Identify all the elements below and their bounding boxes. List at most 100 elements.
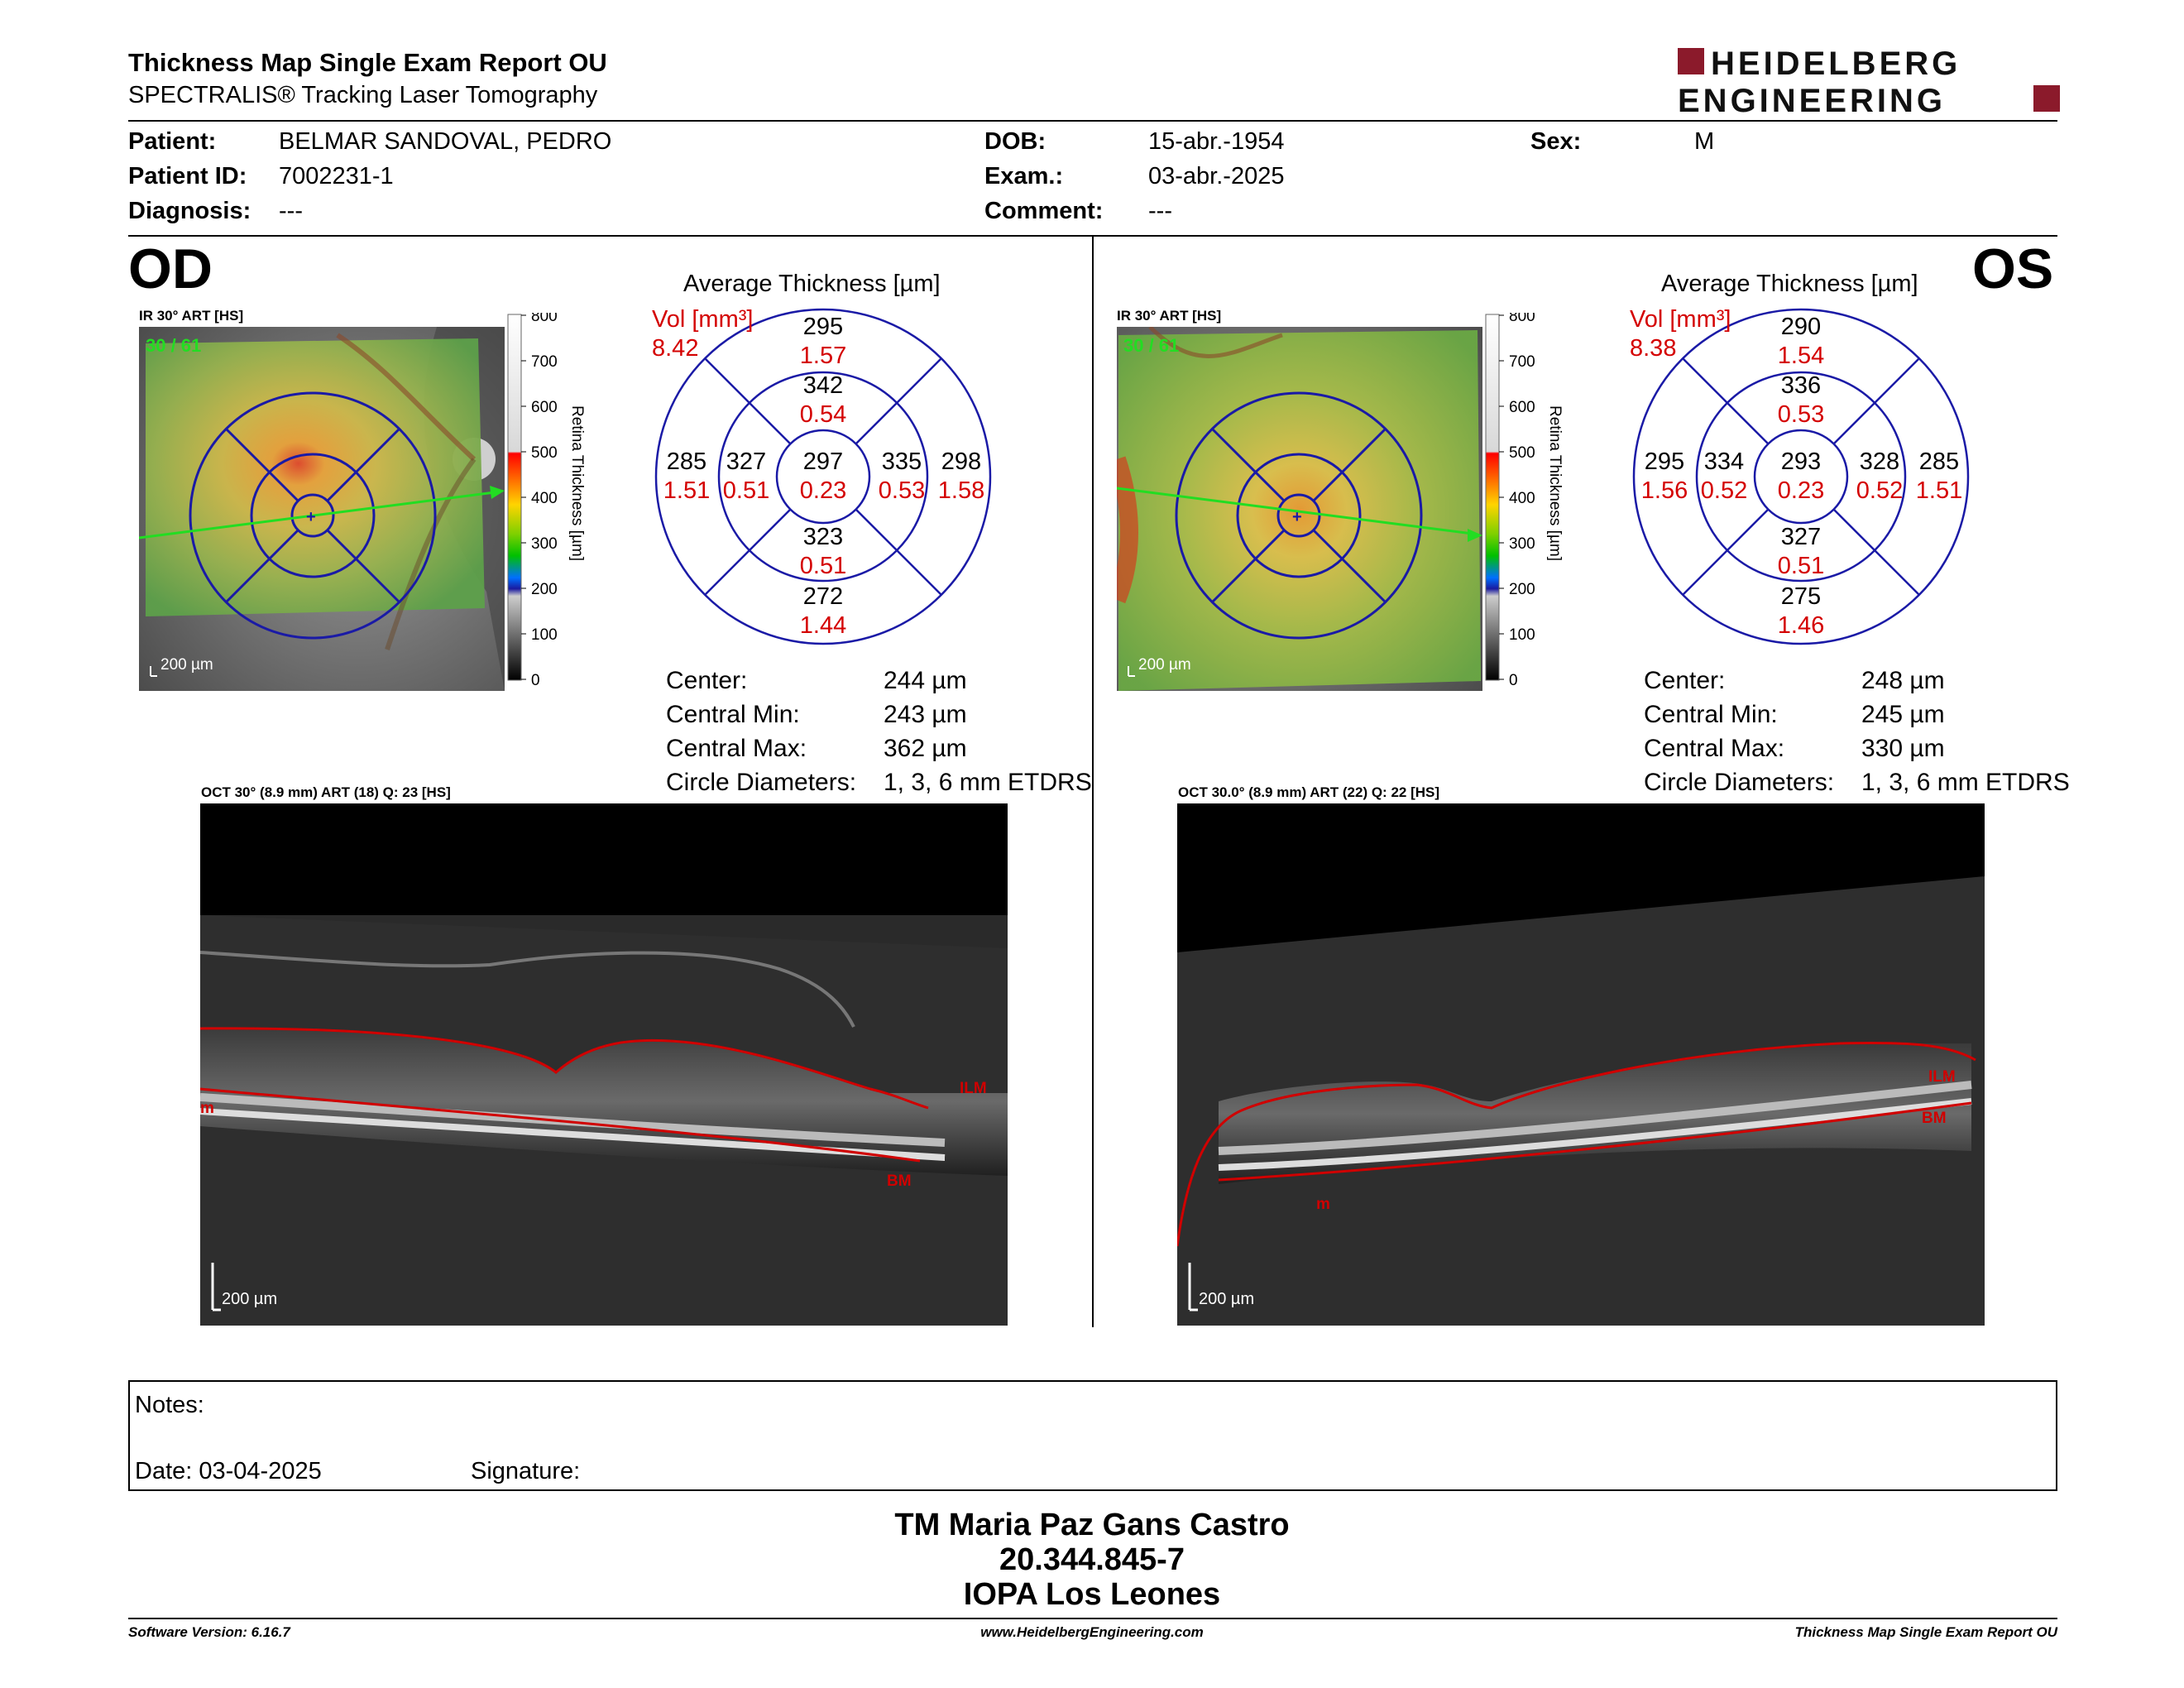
od-stat-label: Central Max: (666, 735, 807, 762)
od-cbar-tick: 500 (531, 444, 558, 462)
heidelberg-logo: HEIDELBERG ENGINEERING (1678, 45, 2060, 119)
od-outer-temp-thick: 285 (667, 448, 706, 475)
comment-value: --- (1148, 198, 1172, 224)
os-colorbar-title: Retina Thickness [µm] (1546, 405, 1564, 561)
od-colorbar-title: Retina Thickness [µm] (568, 405, 586, 561)
report-subtitle: SPECTRALIS® Tracking Laser Tomography (128, 82, 598, 108)
od-outer-sup-thick: 295 (803, 314, 843, 340)
od-cbar-tick: 0 (531, 672, 540, 689)
logo-line2: ENGINEERING (1678, 83, 1946, 116)
patient-label: Patient: (128, 128, 217, 155)
od-oct-scale: 200 µm (222, 1290, 277, 1308)
exam-label: Exam.: (984, 163, 1064, 189)
os-etdrs-chart: 290 336 293 295 334 328 285 327 275 1.54… (1623, 301, 1971, 649)
os-edge-label: m (1316, 1196, 1330, 1213)
os-oct-label: OCT 30.0° (8.9 mm) ART (22) Q: 22 [HS] (1178, 784, 1440, 800)
od-inner-inf-vol: 0.51 (800, 553, 846, 579)
od-thickness-map: 30 / 61 + 200 µm (139, 327, 505, 691)
os-inner-sup-vol: 0.53 (1778, 401, 1824, 428)
notes-signature-label: Signature: (471, 1458, 581, 1484)
os-stat-label: Circle Diameters: (1644, 769, 1835, 796)
patient-name: BELMAR SANDOVAL, PEDRO (279, 128, 612, 155)
sex-value: M (1694, 128, 1715, 155)
os-stat-value: 248 µm (1861, 667, 1945, 694)
os-outer-inf-vol: 1.46 (1778, 612, 1824, 639)
od-inner-sup-vol: 0.54 (800, 401, 846, 428)
od-stat-label: Circle Diameters: (666, 769, 857, 796)
od-vol-label: Vol [mm³] (652, 306, 754, 333)
od-cbar-tick: 700 (531, 353, 558, 371)
od-cbar-tick: 100 (531, 626, 558, 644)
os-inner-nas-thick: 328 (1860, 448, 1899, 475)
footer-software: Software Version: 6.16.7 (128, 1624, 290, 1640)
os-oct-scan: ILM BM m 200 µm (1177, 803, 1985, 1326)
od-center-thick: 297 (803, 448, 843, 475)
os-cbar-tick: 600 (1509, 399, 1535, 416)
od-cbar-tick: 300 (531, 535, 558, 553)
os-eye-label: OS (1972, 237, 2054, 300)
od-avg-title: Average Thickness [µm] (683, 271, 941, 297)
dob-value: 15-abr.-1954 (1148, 128, 1285, 155)
signatory-name: TM Maria Paz Gans Castro (894, 1508, 1290, 1542)
os-inner-temp-thick: 334 (1704, 448, 1744, 475)
os-cbar-tick: 0 (1509, 672, 1518, 689)
od-ir-label: IR 30° ART [HS] (139, 308, 244, 324)
od-stat-value: 243 µm (884, 701, 967, 728)
notes-box[interactable]: Notes: Date: 03-04-2025 Signature: (128, 1380, 2057, 1491)
os-cbar-tick: 700 (1509, 353, 1535, 371)
footer-website[interactable]: www.HeidelbergEngineering.com (980, 1624, 1204, 1640)
os-scale-bar: 200 µm (1138, 656, 1191, 674)
os-cbar-tick: 800 (1509, 313, 1535, 325)
od-bm-label: BM (887, 1172, 912, 1190)
patient-id: 7002231-1 (279, 163, 394, 189)
os-center-vol: 0.23 (1778, 477, 1824, 504)
os-outer-temp-thick: 295 (1645, 448, 1684, 475)
os-inner-inf-thick: 327 (1781, 524, 1821, 550)
os-stat-value: 245 µm (1861, 701, 1945, 728)
od-ilm-label: ILM (960, 1080, 987, 1097)
od-stat-value: 362 µm (884, 735, 967, 762)
os-oct-scale: 200 µm (1199, 1290, 1254, 1308)
svg-text:+: + (306, 508, 316, 526)
os-vol-value: 8.38 (1630, 335, 1677, 362)
diagnosis-label: Diagnosis: (128, 198, 251, 224)
os-stat-label: Central Max: (1644, 735, 1785, 762)
od-cbar-tick: 200 (531, 581, 558, 598)
logo-line1: HEIDELBERG (1711, 46, 1961, 82)
signatory-institution: IOPA Los Leones (963, 1577, 1221, 1612)
notes-label: Notes: (135, 1392, 204, 1418)
od-etdrs-chart: 295 342 297 285 327 335 298 323 272 1.57… (645, 301, 993, 649)
od-oct-label: OCT 30° (8.9 mm) ART (18) Q: 23 [HS] (201, 784, 451, 800)
os-center-thick: 293 (1781, 448, 1821, 475)
od-stat-value: 244 µm (884, 667, 967, 694)
signatory-rut: 20.344.845-7 (999, 1542, 1185, 1577)
od-stat-label: Central Min: (666, 701, 800, 728)
os-avg-title: Average Thickness [µm] (1661, 271, 1918, 297)
sex-label: Sex: (1530, 128, 1582, 155)
os-colorbar: 800 700 600 500 400 300 200 100 0 Retina… (1484, 308, 1575, 693)
os-stat-label: Center: (1644, 667, 1726, 694)
od-cbar-tick: 600 (531, 399, 558, 416)
dob-label: DOB: (984, 128, 1046, 155)
os-cbar-tick: 300 (1509, 535, 1535, 553)
os-inner-nas-vol: 0.52 (1856, 477, 1903, 504)
os-stat-value: 330 µm (1861, 735, 1945, 762)
od-outer-temp-vol: 1.51 (663, 477, 710, 504)
od-inner-nas-thick: 335 (882, 448, 922, 475)
od-oct-scan: ILM BM m 200 µm (200, 803, 1008, 1326)
exam-value: 03-abr.-2025 (1148, 163, 1285, 189)
od-inner-temp-vol: 0.51 (723, 477, 769, 504)
os-ilm-label: ILM (1928, 1068, 1956, 1086)
od-stat-label: Center: (666, 667, 748, 694)
os-ir-label: IR 30° ART [HS] (1117, 308, 1222, 324)
od-inner-sup-thick: 342 (803, 372, 843, 399)
od-vol-value: 8.42 (652, 335, 699, 362)
os-inner-temp-vol: 0.52 (1701, 477, 1747, 504)
od-outer-sup-vol: 1.57 (800, 343, 846, 369)
od-outer-nas-thick: 298 (941, 448, 981, 475)
os-stat-label: Central Min: (1644, 701, 1778, 728)
od-outer-nas-vol: 1.58 (938, 477, 984, 504)
od-outer-inf-vol: 1.44 (800, 612, 846, 639)
od-edge-label: m (200, 1100, 214, 1117)
od-cbar-tick: 800 (531, 313, 558, 325)
